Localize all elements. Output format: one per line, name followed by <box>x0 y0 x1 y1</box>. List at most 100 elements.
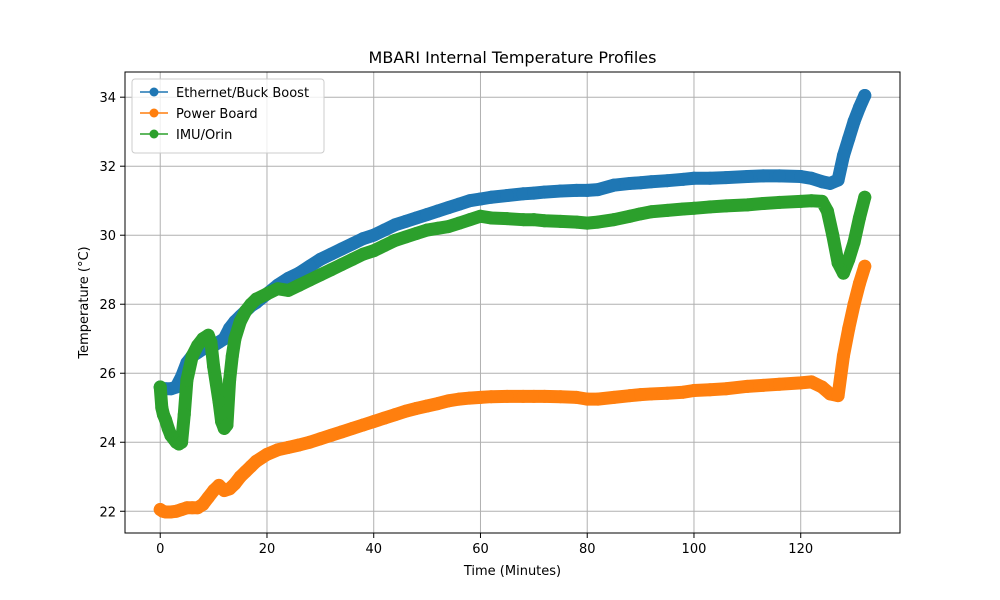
data-point <box>623 389 637 403</box>
data-point <box>169 380 183 394</box>
data-point <box>852 277 866 291</box>
data-point <box>858 88 872 102</box>
data-point <box>409 211 423 225</box>
data-point <box>660 386 674 400</box>
data-point <box>836 266 850 280</box>
data-point <box>223 373 237 387</box>
data-point <box>260 287 274 301</box>
data-point <box>204 335 218 349</box>
data-point <box>484 390 498 404</box>
legend-label: Power Board <box>176 107 258 122</box>
data-point <box>831 256 845 270</box>
legend-label: IMU/Orin <box>176 128 232 143</box>
data-point <box>313 252 327 266</box>
data-point <box>538 389 552 403</box>
data-point <box>719 171 733 185</box>
data-point <box>804 375 818 389</box>
axis-ticks: 0 20 40 60 80 100 120 22 24 26 28 30 32 34 <box>99 91 813 557</box>
data-point <box>756 378 770 392</box>
data-point <box>634 176 648 190</box>
data-point <box>538 214 552 228</box>
data-point <box>570 215 584 229</box>
data-point <box>676 202 690 216</box>
data-point <box>249 454 263 468</box>
data-point <box>516 213 530 227</box>
data-point <box>345 421 359 435</box>
data-point <box>473 192 487 206</box>
data-point <box>292 266 306 280</box>
series-3 <box>153 190 872 451</box>
data-point <box>772 169 786 183</box>
data-point <box>538 185 552 199</box>
data-point <box>756 169 770 183</box>
data-point <box>794 376 808 390</box>
data-point <box>804 171 818 185</box>
data-point <box>324 428 338 442</box>
data-point <box>644 175 658 189</box>
data-point <box>804 194 818 208</box>
data-point <box>719 199 733 213</box>
data-point <box>335 425 349 439</box>
data-point <box>687 201 701 215</box>
data-point <box>740 379 754 393</box>
data-point <box>431 397 445 411</box>
data-point <box>473 209 487 223</box>
legend-label: Ethernet/Buck Boost <box>176 86 309 101</box>
data-point <box>847 235 861 249</box>
data-point <box>185 349 199 363</box>
data-point <box>740 198 754 212</box>
y-tick-label: 26 <box>99 367 116 382</box>
data-point <box>313 268 327 282</box>
data-point <box>580 183 594 197</box>
data-point <box>452 216 466 230</box>
data-point <box>772 195 786 209</box>
data-point <box>356 418 370 432</box>
data-point <box>836 149 850 163</box>
data-point <box>527 389 541 403</box>
data-point <box>271 282 285 296</box>
data-point <box>703 200 717 214</box>
data-point <box>852 211 866 225</box>
data-point <box>591 392 605 406</box>
data-point <box>687 171 701 185</box>
data-point <box>367 415 381 429</box>
data-point <box>441 201 455 215</box>
data-point <box>180 373 194 387</box>
series-2 <box>153 259 872 519</box>
y-tick-label: 34 <box>99 91 116 106</box>
data-point <box>847 297 861 311</box>
data-point <box>452 392 466 406</box>
data-point <box>452 197 466 211</box>
data-point <box>500 389 514 403</box>
data-point <box>281 271 295 285</box>
x-axis-label: Time (Minutes) <box>463 564 561 579</box>
data-point <box>607 178 621 192</box>
data-point <box>207 359 221 373</box>
data-point <box>388 233 402 247</box>
y-axis-label: Temperature (°C) <box>77 246 92 359</box>
x-tick-label: 20 <box>259 542 276 557</box>
data-point <box>842 321 856 335</box>
data-point <box>217 332 231 346</box>
data-point <box>527 186 541 200</box>
data-point <box>831 173 845 187</box>
data-point <box>703 383 717 397</box>
y-tick-label: 32 <box>99 160 116 175</box>
data-point <box>345 252 359 266</box>
data-point <box>420 223 434 237</box>
data-point <box>826 228 840 242</box>
x-tick-label: 100 <box>682 542 707 557</box>
data-point <box>220 418 234 432</box>
data-point <box>409 401 423 415</box>
data-point <box>303 435 317 449</box>
data-point <box>377 223 391 237</box>
data-point <box>554 214 568 228</box>
data-point <box>570 183 584 197</box>
data-point <box>660 203 674 217</box>
data-point <box>388 218 402 232</box>
data-point <box>175 435 189 449</box>
data-point <box>820 204 834 218</box>
data-point <box>676 385 690 399</box>
series-1 <box>153 88 872 396</box>
